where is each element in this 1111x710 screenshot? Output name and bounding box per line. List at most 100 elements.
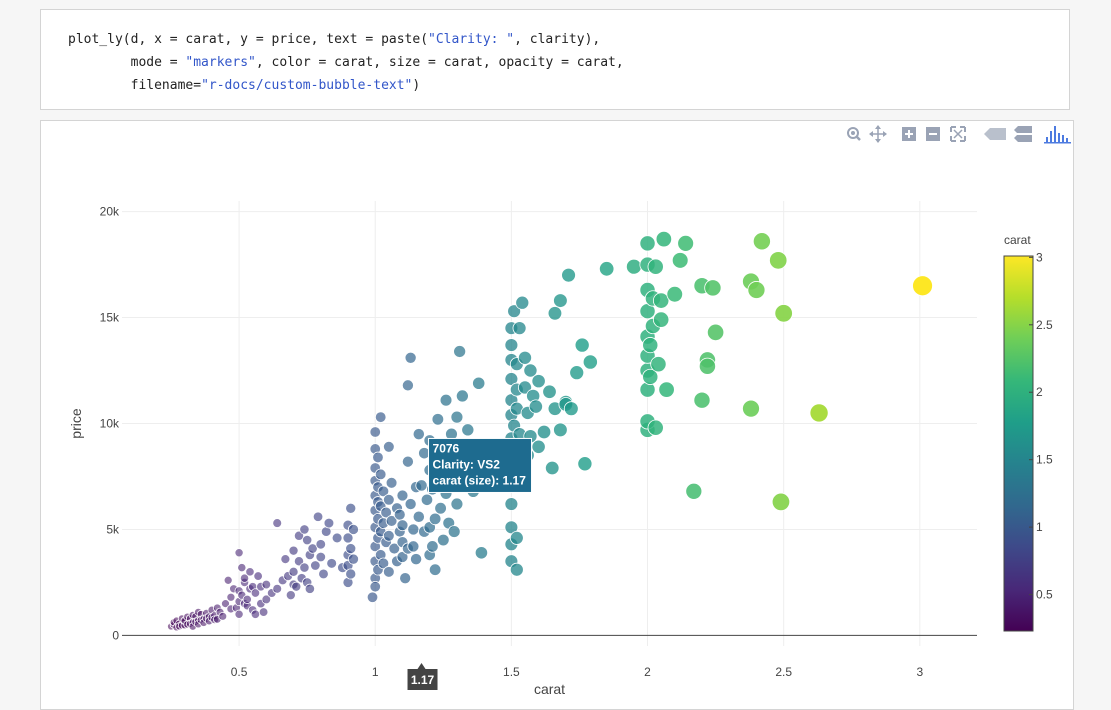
data-point[interactable] — [347, 553, 359, 565]
data-point[interactable] — [385, 515, 398, 527]
data-point[interactable] — [383, 440, 395, 453]
data-point[interactable] — [677, 235, 695, 252]
data-point[interactable] — [428, 563, 442, 576]
zoom-out-icon[interactable] — [924, 124, 942, 144]
data-point[interactable] — [439, 393, 453, 407]
data-point[interactable] — [742, 399, 760, 418]
data-point[interactable] — [401, 379, 414, 392]
data-point[interactable] — [242, 594, 252, 604]
data-point[interactable] — [515, 295, 530, 310]
data-point[interactable] — [272, 518, 283, 528]
data-point[interactable] — [545, 460, 560, 476]
data-point[interactable] — [374, 468, 387, 481]
data-point[interactable] — [345, 543, 357, 555]
data-point[interactable] — [582, 354, 598, 370]
data-point[interactable] — [642, 337, 659, 354]
hover-compare-icon[interactable] — [1013, 124, 1033, 144]
data-point[interactable] — [280, 554, 291, 565]
data-point[interactable] — [774, 304, 793, 323]
data-points[interactable] — [167, 230, 933, 632]
data-point[interactable] — [706, 323, 725, 342]
data-point[interactable] — [342, 532, 354, 544]
data-point[interactable] — [685, 482, 703, 500]
data-point[interactable] — [518, 380, 532, 395]
data-point[interactable] — [528, 399, 543, 414]
data-point[interactable] — [396, 519, 409, 532]
data-point[interactable] — [693, 391, 711, 409]
data-point[interactable] — [399, 572, 412, 585]
data-point[interactable] — [415, 479, 428, 492]
data-point[interactable] — [250, 609, 261, 619]
scatter-chart[interactable]: 0.5 1 1.5 2 2.5 3 0 5k 10k 15k 20k carat price ca… — [41, 121, 1075, 701]
data-point[interactable] — [420, 493, 434, 506]
data-point[interactable] — [531, 374, 546, 389]
data-point[interactable] — [326, 558, 337, 569]
data-point[interactable] — [380, 506, 392, 519]
data-point[interactable] — [450, 497, 464, 511]
data-point[interactable] — [221, 599, 230, 609]
data-point[interactable] — [504, 338, 519, 352]
data-point[interactable] — [318, 568, 329, 580]
data-point[interactable] — [518, 350, 532, 365]
data-point[interactable] — [431, 413, 445, 426]
data-point[interactable] — [369, 580, 381, 593]
data-point[interactable] — [771, 492, 791, 512]
data-point[interactable] — [437, 533, 450, 547]
data-point[interactable] — [698, 357, 716, 375]
data-point[interactable] — [450, 410, 464, 424]
data-point[interactable] — [404, 351, 417, 364]
data-point[interactable] — [299, 562, 310, 573]
data-point[interactable] — [639, 235, 656, 252]
data-point[interactable] — [304, 583, 316, 594]
data-point[interactable] — [369, 426, 381, 438]
autoscale-icon[interactable] — [949, 124, 967, 144]
data-point[interactable] — [598, 261, 615, 277]
data-point[interactable] — [312, 511, 324, 522]
data-point[interactable] — [577, 456, 593, 472]
data-point[interactable] — [455, 389, 469, 403]
data-point[interactable] — [704, 279, 722, 297]
data-point[interactable] — [542, 384, 557, 399]
data-point[interactable] — [396, 551, 409, 563]
data-point[interactable] — [769, 251, 788, 270]
data-point[interactable] — [393, 508, 406, 521]
data-point[interactable] — [574, 337, 590, 353]
data-point[interactable] — [642, 368, 659, 385]
data-point[interactable] — [447, 525, 461, 538]
data-point[interactable] — [331, 532, 343, 544]
data-point[interactable] — [383, 566, 395, 578]
data-point[interactable] — [388, 542, 401, 555]
plot-container[interactable]: 0.5 1 1.5 2 2.5 3 0 5k 10k 15k 20k carat price ca… — [40, 120, 1074, 710]
data-point[interactable] — [261, 579, 272, 590]
data-point[interactable] — [345, 568, 357, 580]
data-point[interactable] — [223, 575, 233, 585]
data-point[interactable] — [650, 356, 667, 373]
data-point[interactable] — [434, 502, 447, 515]
data-point[interactable] — [288, 545, 299, 556]
data-point[interactable] — [809, 403, 829, 423]
data-point[interactable] — [377, 485, 390, 498]
data-point[interactable] — [426, 540, 439, 553]
data-point[interactable] — [401, 455, 414, 468]
data-point[interactable] — [655, 230, 673, 248]
data-point[interactable] — [234, 609, 244, 619]
data-point[interactable] — [293, 556, 305, 567]
data-point[interactable] — [553, 422, 568, 438]
data-point[interactable] — [523, 363, 538, 378]
data-point[interactable] — [347, 523, 359, 535]
data-point[interactable] — [428, 512, 442, 526]
data-point[interactable] — [412, 510, 425, 523]
data-point[interactable] — [272, 583, 283, 594]
data-point[interactable] — [507, 304, 521, 319]
data-point[interactable] — [461, 423, 475, 437]
data-point[interactable] — [410, 553, 423, 566]
data-point[interactable] — [302, 534, 313, 546]
data-point[interactable] — [531, 439, 546, 454]
data-point[interactable] — [245, 567, 255, 577]
data-point[interactable] — [509, 531, 524, 545]
data-point[interactable] — [652, 292, 670, 309]
data-point[interactable] — [561, 267, 576, 283]
data-point[interactable] — [512, 321, 527, 336]
data-point[interactable] — [285, 590, 296, 601]
data-point[interactable] — [253, 571, 263, 581]
